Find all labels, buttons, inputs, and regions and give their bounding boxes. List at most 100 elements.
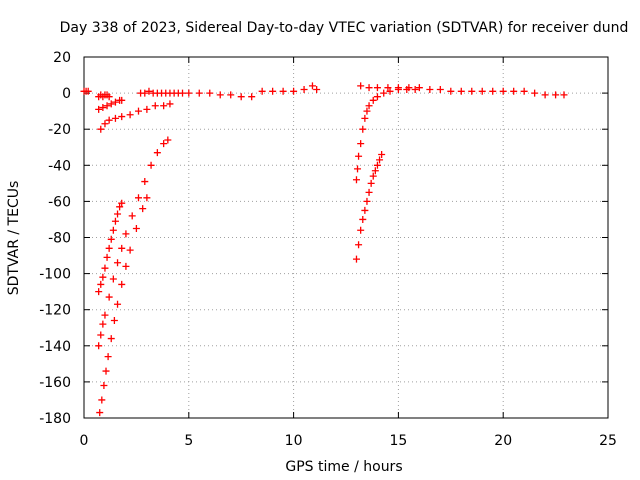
data-point (300, 85, 308, 93)
data-point (110, 317, 118, 325)
data-point (489, 87, 497, 95)
data-point (147, 161, 155, 169)
data-point (132, 224, 140, 232)
series-seg-f (95, 136, 172, 350)
data-point (411, 85, 419, 93)
y-tick-label: -40 (48, 158, 71, 174)
data-point (365, 188, 373, 196)
data-point (160, 140, 168, 148)
data-point (357, 140, 365, 148)
data-point (128, 212, 136, 220)
data-point (380, 89, 388, 97)
data-point (373, 84, 381, 92)
data-point (369, 96, 377, 104)
data-point (394, 84, 402, 92)
axis-ticks (83, 56, 609, 419)
data-point (552, 91, 560, 99)
data-point (102, 367, 110, 375)
data-point (361, 206, 369, 214)
data-point (164, 136, 172, 144)
series-seg-k (357, 82, 568, 99)
y-tick-label: -20 (48, 122, 71, 138)
grid-lines (84, 57, 608, 418)
data-point (560, 91, 568, 99)
data-point (151, 102, 159, 110)
data-point (426, 85, 434, 93)
data-point (365, 102, 373, 110)
data-point (105, 293, 113, 301)
data-point (206, 89, 214, 97)
data-point (308, 82, 316, 90)
data-point (166, 100, 174, 108)
series-seg-c (97, 100, 174, 133)
data-point (436, 85, 444, 93)
data-point (111, 217, 119, 225)
x-tick-label: 25 (599, 433, 617, 449)
data-point (258, 87, 266, 95)
x-tick-label: 0 (80, 433, 89, 449)
data-point (373, 93, 381, 101)
series-seg-j (352, 150, 386, 263)
data-point (384, 84, 392, 92)
data-point (369, 172, 377, 180)
data-point (101, 120, 109, 128)
data-point (386, 87, 394, 95)
data-point (357, 226, 365, 234)
data-point (111, 114, 119, 122)
data-point (97, 125, 105, 133)
series-seg-g (96, 194, 151, 417)
x-tick-labels: 0 5 10 15 20 25 (80, 433, 617, 449)
series-seg-d (137, 87, 187, 97)
data-point (84, 87, 92, 95)
x-tick-label: 10 (285, 433, 303, 449)
data-point (355, 241, 363, 249)
series-seg-e (95, 199, 126, 296)
data-point (141, 178, 149, 186)
data-point (107, 335, 115, 343)
data-point (359, 215, 367, 223)
data-point (478, 87, 486, 95)
data-point (143, 105, 151, 113)
data-point (378, 150, 386, 158)
data-point (352, 255, 360, 263)
data-point (111, 98, 119, 106)
data-point (105, 93, 113, 101)
data-point (363, 107, 371, 115)
data-point (118, 96, 126, 104)
data-point (195, 89, 203, 97)
data-point (216, 91, 224, 99)
data-point (122, 262, 130, 270)
data-point (107, 235, 115, 243)
data-point (99, 320, 107, 328)
data-point (457, 87, 465, 95)
data-point (122, 230, 130, 238)
data-point (361, 114, 369, 122)
series-seg-i (352, 85, 419, 184)
data-point (237, 93, 245, 101)
series-seg-start (80, 87, 92, 95)
data-point (371, 167, 379, 175)
data-point (313, 85, 321, 93)
data-point (141, 89, 149, 97)
data-point (105, 116, 113, 124)
data-point (279, 87, 287, 95)
data-point (107, 100, 115, 108)
data-point (118, 199, 126, 207)
data-point (447, 87, 455, 95)
plot-frame (83, 56, 609, 419)
y-tick-label: -100 (39, 267, 71, 283)
y-tick-label: -160 (39, 375, 71, 391)
series-seg-h (185, 82, 321, 101)
data-point (468, 87, 476, 95)
data-point (104, 353, 112, 361)
data-point (355, 152, 363, 160)
data-point (357, 82, 365, 90)
data-point (365, 84, 373, 92)
data-point (109, 226, 117, 234)
data-point (114, 259, 122, 267)
data-point (103, 253, 111, 261)
data-point (359, 125, 367, 133)
data-point (354, 165, 362, 173)
data-point (373, 161, 381, 169)
